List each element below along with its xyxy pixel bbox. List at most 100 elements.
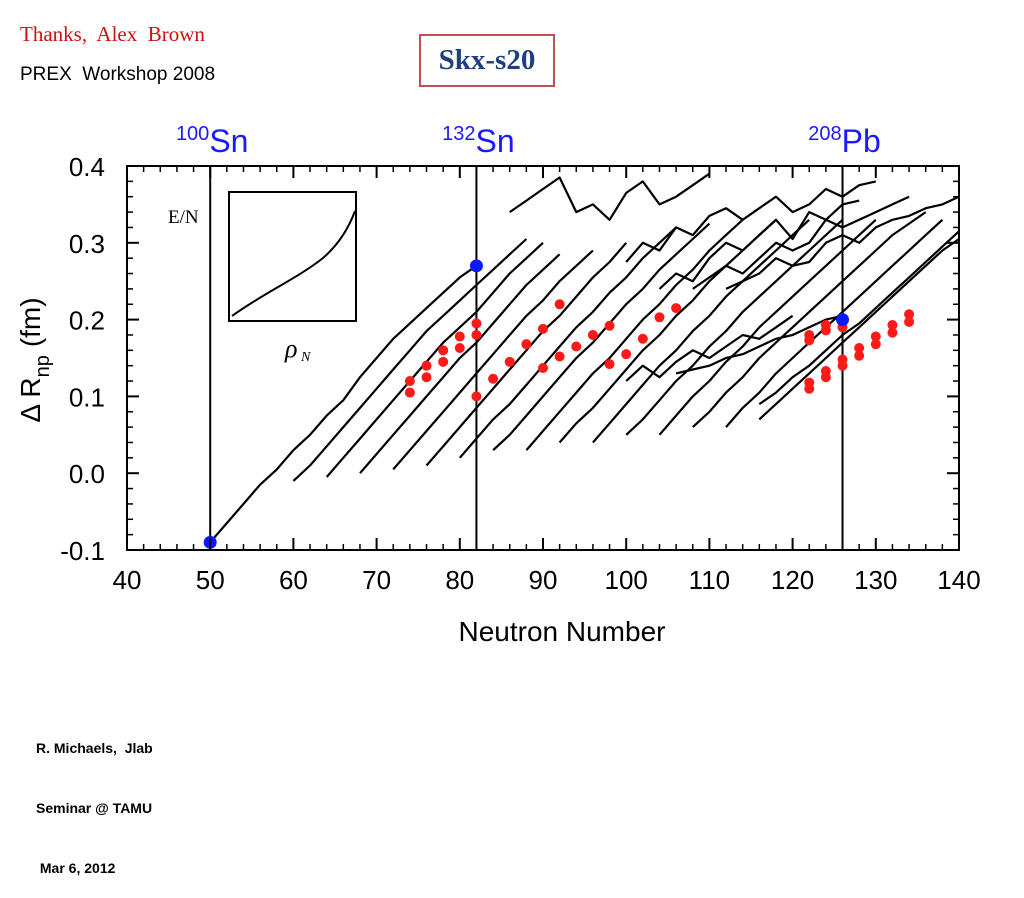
series-line-8 [525, 218, 744, 451]
chart: 100Sn 132Sn 208Pb 40 50 60 70 80 90 100 110 120 130… [15, 123, 981, 647]
experiment-point [554, 299, 565, 310]
nucleus-mass: 100 [176, 123, 209, 145]
experiment-point [454, 343, 465, 354]
experiment-point [887, 327, 898, 338]
footer: R. Michaels, Jlab Seminar @ TAMU Mar 6, … [36, 698, 153, 898]
experiment-point [870, 339, 881, 350]
experiment-point [887, 319, 898, 330]
series-line-13 [692, 211, 927, 428]
workshop-text: PREX Workshop 2008 [20, 64, 216, 85]
series-line-23 [675, 314, 843, 375]
experiment-point [837, 360, 848, 371]
series-line-3 [359, 253, 561, 474]
x-tick-label: 60 [279, 565, 308, 595]
series-line-7 [492, 222, 711, 452]
y-axis-label-sub: np [32, 355, 54, 377]
y-axis-label-main: Δ R [15, 377, 46, 422]
inset: E/N ρ N [168, 191, 357, 365]
series-line-9 [558, 218, 777, 444]
inset-curve [231, 210, 356, 317]
series-line-16 [758, 230, 959, 406]
series-line-18 [625, 180, 877, 263]
experiment-point [538, 323, 548, 334]
nucleus-symbol: Pb [842, 123, 881, 159]
experiment-point [654, 312, 665, 323]
series-line-15 [758, 238, 959, 421]
experiment-point [504, 356, 515, 367]
footer-line-venue: Seminar @ TAMU [36, 800, 153, 816]
experiment-point [438, 345, 449, 356]
y-tick-label: -0.1 [60, 536, 105, 566]
x-tick-label: 130 [854, 565, 897, 595]
experiment-point [637, 333, 648, 344]
axes-layer: 40 50 60 70 80 90 100 110 120 130 140 -0.1 0.0 0.1 0.2… [60, 152, 981, 595]
footer-line-author: R. Michaels, Jlab [36, 740, 153, 756]
points-layer [203, 259, 915, 549]
experiment-point [421, 360, 432, 371]
experiment-point [421, 372, 432, 383]
slide-title: Skx-s20 [438, 44, 536, 76]
markers-layer: 100Sn 132Sn 208Pb [176, 123, 881, 550]
inset-frame [228, 191, 357, 322]
y-axis-label-unit: (fm) [15, 297, 46, 347]
nucleus-mass: 132 [442, 123, 475, 145]
experiment-point [471, 318, 482, 329]
y-tick-label: 0.3 [69, 229, 105, 259]
series-line-5 [425, 242, 628, 467]
x-axis-label: Neutron Number [459, 616, 666, 647]
experiment-point [671, 303, 682, 314]
experiment-point [571, 341, 582, 352]
x-tick-label: 80 [445, 565, 474, 595]
title-box: Skx-s20 [419, 34, 555, 87]
experiment-point [854, 350, 865, 361]
y-tick-label: 0.0 [69, 459, 105, 489]
series-line-10 [592, 218, 810, 444]
experiment-point [621, 349, 632, 360]
x-tick-label: 140 [937, 565, 980, 595]
series-line-1 [292, 238, 528, 482]
inset-xlabel-sub: N [300, 350, 311, 365]
experiment-point [404, 376, 415, 387]
inset-xlabel-symbol: ρ [284, 334, 297, 363]
experiment-point [604, 359, 615, 370]
series-line-0 [209, 264, 478, 544]
y-tick-label: 0.2 [69, 306, 105, 336]
experiment-point [471, 391, 482, 402]
y-axis-label: Δ Rnp (fm) [15, 297, 54, 422]
experiment-point [820, 325, 831, 336]
nucleus-label: 100Sn [176, 123, 249, 159]
thanks-text: Thanks, Alex Brown [20, 22, 205, 46]
svg-text:Δ Rnp(fm): Δ Rnp (fm) [15, 297, 54, 422]
experiment-point [804, 335, 815, 346]
experiment-point [554, 351, 565, 362]
series-line-22 [625, 314, 794, 382]
series-line-17 [509, 172, 711, 221]
series-line-20 [692, 195, 910, 290]
x-tick-label: 70 [362, 565, 391, 595]
series-line-12 [658, 218, 877, 436]
nucleus-symbol: Sn [209, 123, 248, 159]
experiment-point [521, 339, 532, 350]
reference-point [836, 313, 850, 327]
series-layer [209, 172, 959, 544]
y-tick-label: 0.1 [69, 382, 105, 412]
footer-line-date: Mar 6, 2012 [36, 860, 116, 876]
nucleus-label: 208Pb [808, 123, 881, 159]
series-line-19 [658, 199, 860, 290]
x-tick-label: 50 [196, 565, 225, 595]
experiment-point [854, 343, 865, 354]
series-line-2 [325, 241, 544, 478]
x-tick-label: 100 [605, 565, 648, 595]
experiment-point [488, 373, 499, 384]
experiment-point [538, 362, 548, 373]
experiment-point [804, 383, 815, 394]
experiment-point [604, 320, 615, 331]
experiment-point [438, 356, 449, 367]
experiment-point [820, 372, 831, 383]
experiment-point [904, 309, 915, 320]
experiment-point [587, 329, 598, 340]
x-tick-label: 90 [529, 565, 558, 595]
inset-ylabel: E/N [168, 207, 199, 228]
nucleus-symbol: Sn [476, 123, 515, 159]
x-tick-label: 110 [689, 565, 730, 595]
